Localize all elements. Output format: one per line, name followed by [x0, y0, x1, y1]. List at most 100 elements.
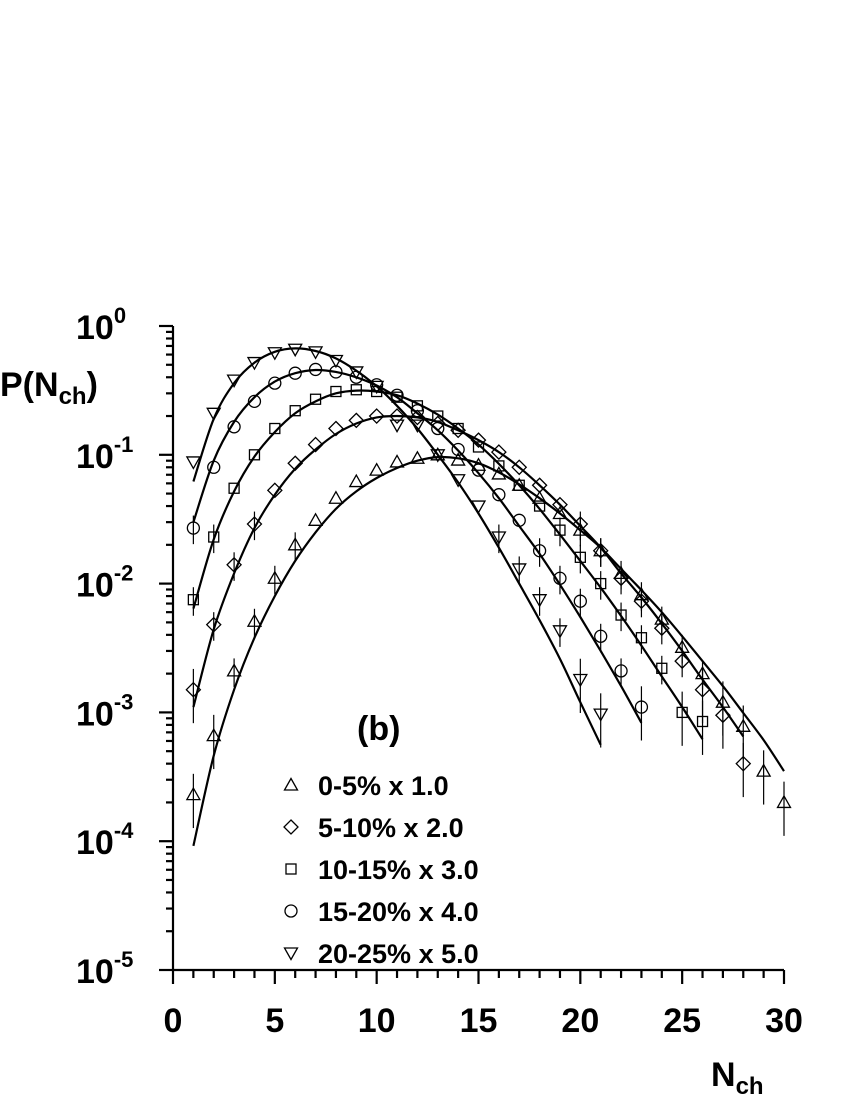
data-point: [187, 594, 200, 606]
data-point: [206, 727, 222, 742]
data-point: [676, 706, 688, 719]
data-point: [226, 663, 242, 677]
data-point: [554, 524, 566, 536]
data-point: [226, 556, 243, 573]
data-point: [735, 755, 752, 772]
legend-label: 0-5% x 1.0: [318, 771, 449, 801]
data-point: [409, 450, 426, 464]
data-points: [185, 343, 792, 836]
data-point: [267, 570, 283, 584]
legend-marker: [285, 863, 297, 875]
data-point: [490, 444, 507, 460]
data-point: [186, 521, 201, 535]
data-point: [552, 625, 568, 639]
data-point: [287, 455, 304, 472]
data-point: [390, 388, 404, 402]
data-point: [289, 405, 301, 417]
data-point: [371, 385, 383, 398]
data-point: [573, 594, 587, 608]
data-point: [472, 441, 485, 453]
data-point: [348, 412, 365, 429]
data-point: [531, 594, 548, 608]
data-point: [595, 577, 607, 590]
data-point: [207, 460, 221, 474]
data-point: [470, 500, 487, 514]
fit-curve-series-3: [192, 389, 704, 740]
data-point: [389, 454, 405, 468]
data-point: [430, 446, 446, 461]
data-point: [635, 632, 648, 644]
data-point: [410, 404, 425, 418]
y-tick-label: 10-4: [76, 818, 134, 862]
data-point: [592, 542, 609, 559]
fit-curve-series-4: [192, 368, 643, 724]
legend-marker: [283, 777, 299, 791]
fit-curve-series-2: [192, 414, 745, 738]
data-point: [246, 516, 263, 532]
data-point: [633, 593, 650, 610]
data-point: [552, 496, 568, 513]
data-point: [411, 400, 424, 412]
data-point: [206, 407, 222, 422]
data-point: [287, 343, 303, 358]
data-point: [471, 463, 486, 477]
data-point: [432, 410, 444, 422]
legend-label: 5-10% x 2.0: [318, 813, 464, 843]
data-point: [248, 449, 261, 461]
data-point: [226, 374, 242, 388]
data-point: [511, 459, 528, 476]
legend-marker: [283, 819, 299, 835]
data-point: [615, 609, 627, 621]
data-point: [185, 681, 202, 698]
data-point: [756, 763, 772, 777]
axes: 0 5 10 15 20 25 30 100 10-1 10-2 10-3 10-4 10-5: [76, 303, 803, 1040]
data-point: [735, 718, 751, 732]
data-point: [714, 707, 731, 724]
legend-marker: [283, 947, 299, 961]
data-point: [513, 479, 525, 491]
data-point: [369, 462, 385, 476]
data-point: [227, 420, 241, 434]
data-point: [307, 436, 324, 453]
data-point: [776, 794, 792, 809]
data-point: [553, 571, 567, 585]
y-axis-title: P(Nch): [0, 366, 98, 410]
data-point: [389, 408, 405, 424]
data-point: [452, 422, 464, 435]
data-point: [349, 370, 363, 384]
y-tick-label: 100: [76, 303, 126, 347]
data-point: [674, 653, 691, 670]
data-point: [493, 460, 505, 472]
data-point: [593, 708, 609, 722]
y-tick-label: 10-3: [76, 689, 133, 733]
data-point: [348, 366, 364, 380]
data-point: [205, 616, 222, 633]
data-point: [613, 570, 629, 587]
x-tick-label: 0: [164, 1002, 183, 1040]
data-point: [246, 613, 263, 627]
data-point: [653, 620, 670, 637]
data-point: [267, 347, 283, 361]
data-point: [491, 466, 507, 480]
data-point: [491, 531, 507, 545]
panel-label: (b): [357, 710, 400, 748]
data-point: [368, 408, 385, 424]
x-tick-label: 10: [358, 1002, 396, 1040]
data-point: [307, 512, 324, 526]
data-point: [634, 700, 649, 714]
data-point: [656, 662, 668, 674]
data-point: [409, 419, 426, 433]
data-point: [246, 356, 263, 371]
data-point: [328, 420, 344, 437]
data-point: [370, 378, 384, 392]
legend-label: 20-25% x 5.0: [318, 939, 479, 969]
data-point: [309, 393, 322, 405]
data-point: [269, 422, 281, 435]
data-point: [594, 629, 608, 643]
data-point: [430, 449, 446, 463]
data-point: [208, 531, 220, 543]
data-point: [511, 563, 527, 577]
data-point: [470, 432, 487, 449]
data-point: [185, 786, 201, 801]
